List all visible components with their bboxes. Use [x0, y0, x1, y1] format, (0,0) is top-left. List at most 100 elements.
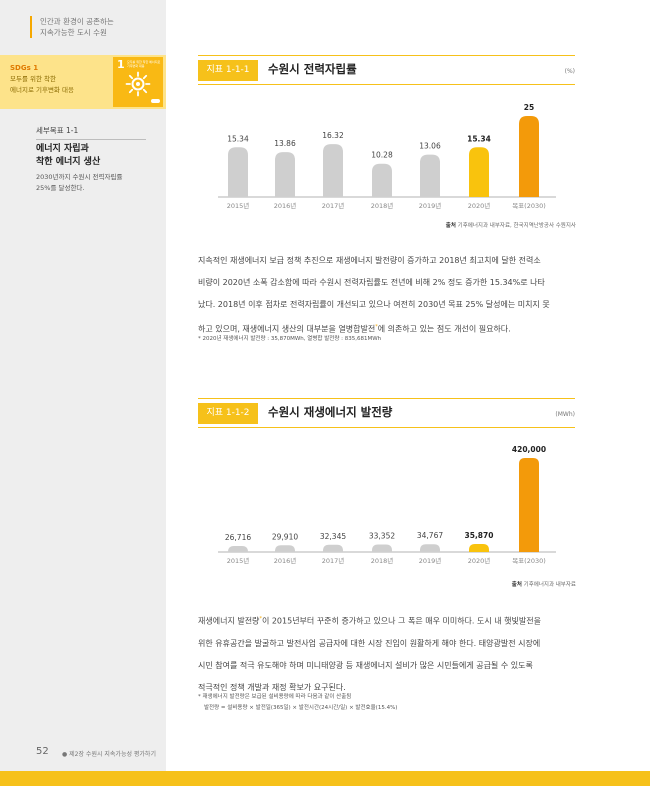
chart1-bar — [519, 116, 539, 197]
paragraph-2-line: 적극적인 정책 개발과 재정 확보가 요구된다. — [198, 682, 346, 692]
chart2-source-text: 기후에너지과 내부자료 — [523, 582, 576, 588]
sdg-goal-line: 모두를 위한 착한 — [10, 75, 56, 83]
section-tag: 인간과 환경이 공존하는 지속가능한 도시 수원 — [30, 16, 114, 38]
chart1-value-label: 16.32 — [322, 131, 344, 140]
chart2-bar — [519, 458, 539, 552]
paragraph-2-line: 재생에너지 발전량*이 2015년부터 꾸준히 증가하고 있으나 그 폭은 매우… — [198, 608, 576, 633]
chart2-category-label: 2018년 — [371, 556, 394, 565]
paragraph-2-footnote: * 재생에너지 발전량은 보급된 설비용량에 따라 다음과 같이 산출됨 발전량… — [198, 692, 397, 714]
chart2-bar — [323, 544, 343, 552]
footer-chapter: ● 제2장 수원시 지속가능성 평가하기 — [62, 751, 156, 758]
sidebar: 인간과 환경이 공존하는 지속가능한 도시 수원 SDGs 1 모두를 위한 착… — [0, 0, 166, 771]
chart1-bar — [372, 163, 392, 197]
chart1-category-label: 2020년 — [468, 201, 491, 210]
chart1-value-label: 15.34 — [227, 134, 249, 143]
bottom-bar — [0, 771, 650, 786]
target-divider — [36, 139, 146, 140]
chart2-bar — [372, 544, 392, 552]
target-description-line: 2030년까지 수원시 전력자립률 — [36, 173, 123, 181]
chart2-category-label: 2020년 — [468, 556, 491, 565]
sun-icon — [125, 71, 151, 97]
chart1-value-label: 13.06 — [419, 142, 441, 151]
chart1-bar — [469, 147, 489, 197]
chart1-category-label: 2016년 — [274, 201, 297, 210]
target-description-line: 25%를 달성한다. — [36, 184, 85, 192]
paragraph-2-line: 위한 유휴공간을 발굴하고 발전사업 공급자에 대한 시장 진입이 원활하게 해… — [198, 638, 541, 648]
paragraph-1-line: 났다. 2018년 이후 점차로 전력자립률이 개선되고 있으나 여전히 203… — [198, 300, 550, 309]
sdg-goal-box-title: 모두를 위한 착한 에너지로 기후변화 대응 — [127, 60, 161, 68]
chart2-unit: (MWh) — [555, 411, 575, 418]
paragraph-1-line: 지속적인 재생에너지 보급 정책 추진으로 재생에너지 발전량이 증가하고 20… — [198, 256, 541, 265]
chart2-bar — [228, 546, 248, 552]
chart1-value-label: 25 — [524, 103, 534, 112]
chart2-source-label: 출처 — [511, 582, 522, 588]
chart2-value-label: 420,000 — [512, 445, 546, 454]
section-tag-line: 지속가능한 도시 수원 — [40, 28, 107, 37]
paragraph-2-line: 시민 참여를 적극 유도해야 하며 미니태양광 등 재생에너지 설비가 많은 시… — [198, 660, 533, 670]
chart1-category-label: 2015년 — [227, 201, 250, 210]
chart1-category-label: 목표(2030) — [512, 202, 546, 210]
sdg-code: SDGs 1 — [10, 64, 39, 72]
sdg-text-block: SDGs 1 모두를 위한 착한 에너지로 기후변화 대응 — [10, 62, 74, 96]
sdg-logo-icon — [151, 99, 160, 103]
sdg-goal-number: 1 — [117, 58, 125, 71]
chart1-value-label: 10.28 — [371, 151, 393, 160]
chart1-bar — [323, 144, 343, 197]
chart1-category-label: 2018년 — [371, 201, 394, 210]
sdg-goal-icon: 1 모두를 위한 착한 에너지로 기후변화 대응 — [113, 57, 163, 107]
chart1-tag: 지표 1-1-1 — [198, 60, 258, 81]
target-title: 에너지 자립과 착한 에너지 생산 — [36, 143, 146, 169]
chart2-bar — [469, 543, 489, 552]
chart2-tag: 지표 1-1-2 — [198, 403, 258, 424]
paragraph-1: 지속적인 재생에너지 보급 정책 추진으로 재생에너지 발전량이 증가하고 20… — [198, 250, 576, 341]
chart1-category-label: 2017년 — [322, 201, 345, 210]
target-code: 세부목표 1-1 — [36, 126, 79, 135]
chart1-bar — [275, 152, 295, 197]
paragraph-1-line-tail: 에 의존하고 있는 점도 개선이 필요하다. — [377, 324, 511, 334]
paragraph-2-line-tail: 이 2015년부터 꾸준히 증가하고 있으나 그 폭은 매우 미미하다. 도시 … — [261, 616, 541, 626]
chart1-plot: 15.34 2015년 13.86 2016년 16.32 2017년 10.28 2018년… — [218, 103, 556, 210]
footnote-marker: * — [259, 616, 262, 622]
paragraph-1-line: 하고 있으며, 재생에너지 생산의 대부분을 열병합발전*에 의존하고 있는 점… — [198, 316, 576, 341]
chart2-category-label: 2017년 — [322, 556, 345, 565]
chart1-bar — [420, 154, 440, 197]
target-description: 2030년까지 수원시 전력자립률 25%를 달성한다. — [36, 172, 146, 194]
chart2-value-label: 34,767 — [417, 531, 443, 540]
chart2-title: 수원시 재생에너지 발전량 — [268, 405, 393, 419]
chart2-value-label: 29,910 — [272, 532, 298, 541]
footnote-marker: * — [375, 324, 378, 330]
target-title-line: 착한 에너지 생산 — [36, 157, 101, 167]
paragraph-1-line: 비량이 2020년 소폭 감소함에 따라 수원시 전력자립률도 전년에 비해 2… — [198, 278, 545, 287]
paragraph-2-formula: 발전량 = 설비용량 × 발전일(365일) × 발전시간(24시간/일) × … — [204, 705, 398, 711]
chart2-category-label: 2016년 — [274, 556, 297, 565]
footer-chapter-text: 제2장 수원시 지속가능성 평가하기 — [69, 751, 156, 758]
section-tag-line: 인간과 환경이 공존하는 — [40, 17, 114, 26]
chart2-category-label: 목표(2030) — [512, 557, 546, 565]
chart1-unit: (%) — [564, 68, 575, 75]
chart1-bar — [228, 147, 248, 197]
paragraph-2: 재생에너지 발전량*이 2015년부터 꾸준히 증가하고 있으나 그 폭은 매우… — [198, 608, 576, 699]
page-number: 52 — [36, 746, 49, 757]
target-title-line: 에너지 자립과 — [36, 144, 89, 154]
paragraph-2-line-head: 재생에너지 발전량 — [198, 616, 260, 626]
sdg-band: SDGs 1 모두를 위한 착한 에너지로 기후변화 대응 1 모두를 위한 착… — [0, 55, 166, 109]
chart1-source-label: 출처 — [445, 223, 456, 229]
chart2-value-label: 32,345 — [320, 532, 346, 541]
chart1-value-label: 13.86 — [274, 139, 296, 148]
chart2-bar — [420, 544, 440, 552]
chart2-bar — [275, 545, 295, 552]
paragraph-1-footnote: * 2020년 재생에너지 발전량 : 35,870MWh, 열병합 발전량 :… — [198, 336, 382, 342]
chart1-source: 출처 기후에너지과 내부자료, 한국지역난방공사 수원지사 — [400, 221, 576, 229]
chart2-header: 지표 1-1-2 수원시 재생에너지 발전량 (MWh) — [198, 398, 575, 428]
paragraph-1-line-head: 하고 있으며, 재생에너지 생산의 대부분을 열병합발전 — [198, 324, 376, 334]
chart1-value-label: 15.34 — [467, 134, 491, 143]
chart1-title: 수원시 전력자립률 — [268, 62, 357, 76]
chart2-value-label: 33,352 — [369, 532, 395, 541]
chart2-category-label: 2015년 — [227, 556, 250, 565]
chart2-source: 출처 기후에너지과 내부자료 — [430, 580, 576, 588]
chart1-header: 지표 1-1-1 수원시 전력자립률 (%) — [198, 55, 575, 85]
sdg-goal-line: 에너지로 기후변화 대응 — [10, 86, 74, 94]
target-block: 세부목표 1-1 에너지 자립과 착한 에너지 생산 2030년까지 수원시 전… — [36, 125, 146, 194]
chart2-plot: 26,716 2015년 29,910 2016년 32,345 2017년 33,352 2… — [218, 445, 556, 565]
paragraph-2-footnote-line: * 재생에너지 발전량은 보급된 설비용량에 따라 다음과 같이 산출됨 — [198, 694, 352, 700]
